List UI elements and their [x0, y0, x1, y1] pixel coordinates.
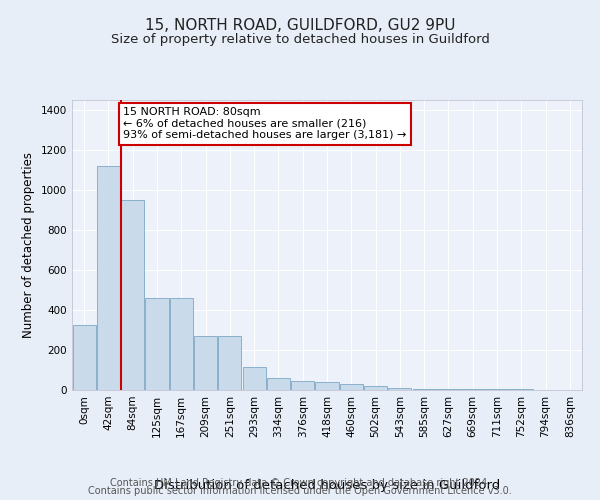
Text: Contains public sector information licensed under the Open Government Licence v3: Contains public sector information licen…: [88, 486, 512, 496]
Bar: [461, 389, 484, 390]
Bar: [242, 367, 266, 390]
Bar: [73, 325, 95, 390]
Bar: [267, 378, 290, 390]
Bar: [340, 384, 363, 390]
Y-axis label: Number of detached properties: Number of detached properties: [22, 152, 35, 338]
Bar: [437, 389, 460, 390]
Bar: [413, 389, 436, 390]
Bar: [316, 382, 338, 390]
Bar: [291, 381, 314, 390]
Bar: [145, 298, 169, 390]
Bar: [388, 388, 412, 390]
Bar: [170, 298, 193, 390]
Text: Contains HM Land Registry data © Crown copyright and database right 2024.: Contains HM Land Registry data © Crown c…: [110, 478, 490, 488]
Bar: [121, 200, 144, 390]
Text: 15, NORTH ROAD, GUILDFORD, GU2 9PU: 15, NORTH ROAD, GUILDFORD, GU2 9PU: [145, 18, 455, 32]
X-axis label: Distribution of detached houses by size in Guildford: Distribution of detached houses by size …: [154, 478, 500, 492]
Text: 15 NORTH ROAD: 80sqm
← 6% of detached houses are smaller (216)
93% of semi-detac: 15 NORTH ROAD: 80sqm ← 6% of detached ho…: [123, 107, 406, 140]
Bar: [194, 336, 217, 390]
Bar: [97, 166, 120, 390]
Bar: [364, 386, 387, 390]
Bar: [485, 389, 509, 390]
Text: Size of property relative to detached houses in Guildford: Size of property relative to detached ho…: [110, 32, 490, 46]
Bar: [218, 336, 241, 390]
